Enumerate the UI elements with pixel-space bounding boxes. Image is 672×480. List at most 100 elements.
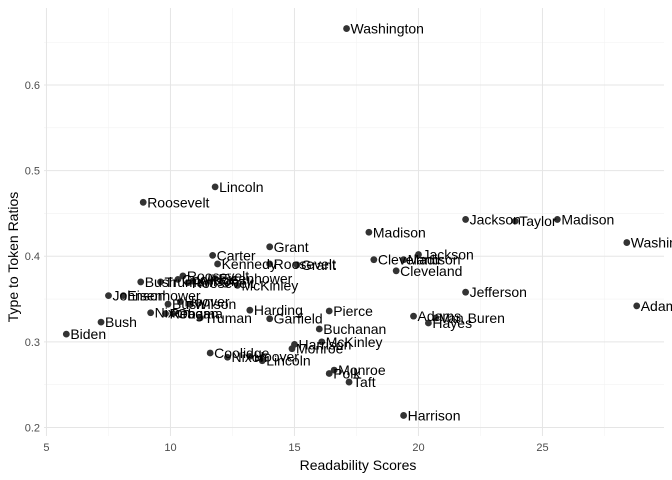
x-axis-tick-labels: 5 10 15 20 25 <box>43 442 548 454</box>
data-point-label: Taft <box>353 374 376 390</box>
x-tick-label: 25 <box>536 442 548 454</box>
data-point-label: Van Buren <box>440 310 505 326</box>
data-point-label: Buchanan <box>323 321 386 337</box>
x-tick-label: 5 <box>43 442 49 454</box>
data-point <box>462 216 469 223</box>
data-point-label: Biden <box>70 326 106 342</box>
data-point-label: Garfield <box>274 311 323 327</box>
data-point-label: Hayes <box>432 315 472 331</box>
data-point <box>318 338 326 346</box>
data-point <box>258 357 266 365</box>
data-points <box>62 25 641 419</box>
data-point <box>462 288 469 296</box>
data-point-label: Madison <box>561 211 614 227</box>
data-point <box>184 279 192 287</box>
data-point <box>370 256 378 264</box>
data-point <box>288 345 296 353</box>
data-point <box>330 366 338 374</box>
data-point-label: Taylor <box>519 213 557 229</box>
data-point-label: Truman <box>204 310 252 326</box>
data-point <box>196 314 204 322</box>
data-point-label: Roosevelt <box>274 256 336 272</box>
data-point-label: Eisenhower <box>127 288 200 304</box>
data-point <box>410 312 417 320</box>
data-point <box>432 314 440 322</box>
data-point-label: Bush <box>172 296 204 312</box>
data-point-label: Reagan <box>170 306 219 322</box>
data-point <box>325 307 333 315</box>
data-point-label: Jackson <box>422 247 473 263</box>
data-point <box>211 183 219 191</box>
data-point <box>211 275 219 282</box>
y-axis-title: Type to Token Ratios <box>5 192 21 322</box>
data-point-label: Wilson <box>197 273 239 289</box>
data-point-label: Bush <box>145 274 177 290</box>
data-point <box>164 300 172 308</box>
y-tick-label: 0.4 <box>25 251 40 263</box>
y-tick-label: 0.5 <box>25 166 40 178</box>
data-point-label: Harding <box>254 302 303 318</box>
data-point <box>206 349 214 357</box>
data-point <box>179 272 187 280</box>
data-point <box>343 25 350 32</box>
data-point <box>209 251 217 259</box>
data-point-label: Nixon <box>155 305 191 321</box>
data-point <box>511 217 519 225</box>
data-point <box>325 370 333 377</box>
data-point-label: Monroe <box>338 362 386 378</box>
data-point <box>169 310 177 317</box>
data-point-label: Adams <box>418 308 462 324</box>
y-tick-label: 0.2 <box>25 422 40 434</box>
data-point-label: Madison <box>373 224 426 240</box>
data-point-label: Eisenhower <box>219 270 292 286</box>
data-point <box>97 318 105 326</box>
data-point-label: Roosevelt <box>147 194 209 210</box>
data-point-label: Polk <box>333 366 361 382</box>
data-point-label: Hoover <box>254 348 299 364</box>
data-point-label: Jefferson <box>470 284 527 300</box>
data-point-label: Washington <box>631 235 672 251</box>
data-point <box>186 300 194 308</box>
data-point <box>293 261 301 269</box>
data-point <box>266 260 274 268</box>
data-point-label: Grant <box>301 257 336 273</box>
data-point <box>224 353 231 361</box>
data-point-label: Monroe <box>296 341 344 357</box>
data-point-label: Harrison <box>298 336 351 352</box>
data-point-label: Kennedy <box>222 256 277 272</box>
data-point-label: Roosevelt <box>192 275 254 291</box>
data-point <box>365 228 373 236</box>
x-tick-label: 10 <box>164 442 176 454</box>
data-point-label: Roosevelt <box>187 268 249 284</box>
data-point-label: Lincoln <box>219 179 263 195</box>
data-point <box>174 275 182 283</box>
data-point <box>315 325 323 333</box>
data-point-label: Grant <box>274 239 309 255</box>
y-axis-tick-labels: 0.2 0.3 0.4 0.5 0.6 <box>25 80 40 434</box>
data-point <box>157 278 164 286</box>
data-point <box>392 267 400 275</box>
data-point <box>246 306 254 314</box>
data-point <box>147 309 155 317</box>
data-point-label: Nixon <box>232 349 268 365</box>
data-point <box>62 330 70 338</box>
major-gridlines <box>44 8 664 436</box>
data-point <box>137 278 145 286</box>
data-point-label: Coolidge <box>214 345 269 361</box>
data-point-label: Truman <box>165 274 213 290</box>
data-point-label: Coolidge <box>182 271 237 287</box>
minor-gridlines <box>44 8 664 436</box>
data-point-label: Hoover <box>184 294 229 310</box>
data-point-label: Lincoln <box>266 353 310 369</box>
data-point <box>633 302 641 310</box>
data-point-label: McKinley <box>241 277 298 293</box>
data-point-label: Pierce <box>333 303 373 319</box>
data-point <box>266 315 274 323</box>
x-tick-label: 20 <box>412 442 424 454</box>
data-point <box>162 310 169 317</box>
data-point-label: Obama <box>177 306 223 322</box>
data-point <box>119 292 127 300</box>
data-point <box>234 281 241 289</box>
